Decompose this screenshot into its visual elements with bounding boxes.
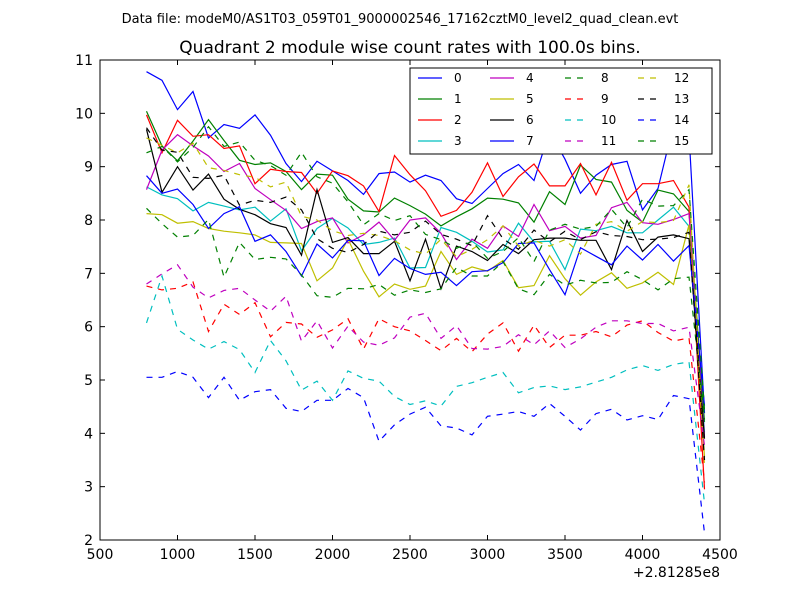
- y-tick-label: 5: [84, 373, 93, 389]
- series-line-5: [146, 213, 706, 457]
- legend-item-11: 11: [565, 134, 616, 148]
- y-tick-label: 10: [75, 106, 93, 122]
- series-line-8: [146, 207, 706, 420]
- series-line-9: [146, 281, 706, 483]
- axis-ticks: [99, 59, 721, 541]
- series-line-7: [146, 175, 706, 406]
- y-tick-label: 4: [84, 426, 93, 442]
- series-line-12: [146, 137, 706, 467]
- legend-item-9: 9: [565, 92, 609, 106]
- series-line-1: [145, 110, 706, 423]
- legend-label: 3: [454, 134, 462, 148]
- series-line-6: [145, 129, 706, 439]
- x-tick-label: 3000: [470, 547, 506, 563]
- x-offset-label: +2.81285e8: [633, 565, 720, 581]
- series-line-3: [146, 186, 706, 433]
- series-line-13: [146, 127, 706, 461]
- legend-label: 0: [454, 71, 462, 85]
- legend-label: 4: [526, 71, 534, 85]
- legend-label: 8: [601, 71, 609, 85]
- chart-title: Quadrant 2 module wise count rates with …: [179, 38, 640, 58]
- legend-item-1: 1: [418, 92, 462, 106]
- y-tick-label: 2: [84, 533, 93, 549]
- x-tick-label: 500: [87, 547, 114, 563]
- legend-item-15: 15: [638, 134, 689, 148]
- legend-label: 6: [526, 113, 534, 127]
- series-line-15: [146, 125, 706, 411]
- legend-item-8: 8: [565, 71, 609, 85]
- legend-item-5: 5: [490, 92, 534, 106]
- legend-label: 12: [674, 71, 689, 85]
- legend-label: 13: [674, 92, 689, 106]
- y-tick-label: 7: [84, 266, 93, 282]
- legend-item-0: 0: [418, 71, 462, 85]
- x-tick-label: 1500: [237, 547, 273, 563]
- legend-label: 5: [526, 92, 534, 106]
- series-line-2: [145, 114, 706, 490]
- legend-item-6: 6: [490, 113, 534, 127]
- legend-box: [409, 67, 713, 155]
- y-tick-label: 9: [84, 160, 93, 176]
- series-line-10: [145, 273, 706, 504]
- x-tick-label: 2000: [315, 547, 351, 563]
- legend-item-14: 14: [638, 113, 689, 127]
- y-tick-labels: 2 3 4 5 6 7 8 9 10 11: [75, 53, 93, 549]
- x-tick-label: 3500: [547, 547, 583, 563]
- series-line-0: [146, 71, 706, 414]
- legend-label: 2: [454, 113, 462, 127]
- legend-label: 7: [526, 134, 534, 148]
- y-tick-label: 3: [84, 480, 93, 496]
- x-tick-label: 4500: [702, 547, 738, 563]
- legend-item-7: 7: [490, 134, 534, 148]
- legend-item-10: 10: [565, 113, 616, 127]
- y-tick-label: 8: [84, 213, 93, 229]
- y-tick-label: 6: [84, 320, 93, 336]
- x-tick-label: 2500: [392, 547, 428, 563]
- legend-item-12: 12: [638, 71, 689, 85]
- legend-label: 15: [674, 134, 689, 148]
- x-tick-labels: 500 1000 1500 2000 2500 3000 3500 4000 4500: [87, 547, 738, 563]
- legend-label: 1: [454, 92, 462, 106]
- legend-item-4: 4: [490, 71, 534, 85]
- legend-label: 14: [674, 113, 689, 127]
- legend-item-13: 13: [638, 92, 689, 106]
- series-line-14: [146, 370, 706, 534]
- x-tick-label: 4000: [625, 547, 661, 563]
- plot-lines: [145, 71, 706, 534]
- x-tick-label: 1000: [160, 547, 196, 563]
- data-file-label: Data file: modeM0/AS1T03_059T01_90000025…: [122, 12, 679, 27]
- legend-label: 10: [601, 113, 616, 127]
- y-tick-label: 11: [75, 53, 93, 69]
- legend-item-3: 3: [418, 134, 462, 148]
- legend-label: 9: [601, 92, 609, 106]
- legend-label: 11: [601, 134, 616, 148]
- legend-item-2: 2: [418, 113, 462, 127]
- series-line-4: [145, 133, 706, 438]
